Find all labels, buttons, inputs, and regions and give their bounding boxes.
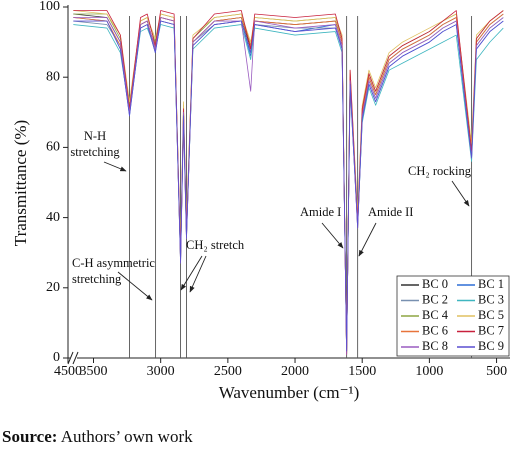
legend-label: BC 7 <box>478 323 504 337</box>
legend-label: BC 8 <box>422 339 448 353</box>
source: Source: Authors’ own work <box>2 427 193 446</box>
annotation-arrow <box>103 161 127 172</box>
annotation-arrow <box>321 222 344 249</box>
annotation-arrow <box>117 271 153 301</box>
annotation-arrow <box>180 255 203 291</box>
axis-break-gap <box>70 352 77 364</box>
legend-label: BC 5 <box>478 308 504 322</box>
annotation-text: Amide I <box>300 205 341 219</box>
y-axis-label: Transmittance (%) <box>11 120 30 246</box>
y-tick-label: 60 <box>46 140 60 155</box>
x-tick-label: 3000 <box>147 364 175 379</box>
source-label: Source: <box>2 427 57 446</box>
y-tick-label: 100 <box>39 0 60 14</box>
source-text: Authors’ own work <box>61 427 193 446</box>
annotation-text: Amide II <box>368 205 413 219</box>
x-tick-label: 4500 <box>54 364 82 379</box>
series-line <box>73 20 504 352</box>
x-tick-label: 1500 <box>348 364 376 379</box>
legend-label: BC 2 <box>422 292 448 306</box>
legend-label: BC 3 <box>478 292 504 306</box>
x-tick-label: 500 <box>486 364 507 379</box>
legend-label: BC 9 <box>478 339 504 353</box>
y-tick-label: 0 <box>53 350 60 365</box>
axis-break <box>67 351 74 365</box>
annotation-text: stretching <box>70 145 120 159</box>
y-tick-label: 40 <box>46 210 60 225</box>
annotation-text: stretching <box>72 272 122 286</box>
series-line <box>73 10 504 355</box>
x-tick-label: 2500 <box>214 364 242 379</box>
annotation-text: CH₂ stretch <box>186 238 245 252</box>
x-tick-label: 2000 <box>281 364 309 379</box>
annotation-arrow <box>451 180 470 207</box>
legend-label: BC 4 <box>422 308 449 322</box>
legend-label: BC 0 <box>422 277 448 291</box>
legend-label: BC 1 <box>478 277 504 291</box>
annotation-arrow <box>189 255 207 293</box>
annotation-arrow <box>358 222 377 257</box>
y-tick-label: 20 <box>46 280 60 295</box>
annotation-text: C-H asymmetric <box>72 256 155 270</box>
x-tick-label: 1000 <box>415 364 443 379</box>
y-tick-label: 80 <box>46 69 60 84</box>
annotation-text: CH₂ rocking <box>408 164 472 178</box>
series-line <box>73 10 504 352</box>
x-axis-label: Wavenumber (cm⁻¹) <box>219 383 360 402</box>
annotation-text: N-H <box>84 129 106 143</box>
axis-break <box>72 351 79 365</box>
legend-label: BC 6 <box>422 323 448 337</box>
series-line <box>73 17 504 355</box>
x-tick-label: 3500 <box>79 364 107 379</box>
